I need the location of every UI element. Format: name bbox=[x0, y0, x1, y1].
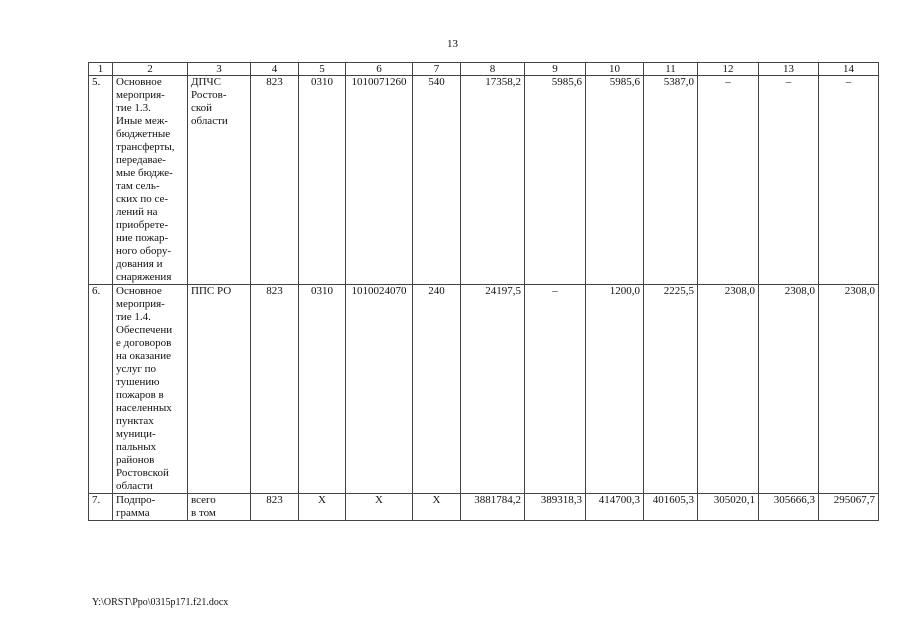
column-header: 4 bbox=[250, 62, 299, 76]
cell-vr: 240 bbox=[412, 284, 461, 494]
cell-y2016: 401605,3 bbox=[643, 493, 698, 521]
budget-table: 1 2 3 4 5 6 7 8 9 10 11 12 13 14 5. Основное мероприя-… bbox=[88, 62, 879, 521]
cell-rzpr: 0310 bbox=[298, 284, 346, 494]
cell-y2018: – bbox=[758, 75, 819, 285]
page-number: 13 bbox=[447, 38, 458, 50]
column-header: 1 bbox=[88, 62, 113, 76]
cell-y2017: 305020,1 bbox=[697, 493, 759, 521]
cell-rzpr: 0310 bbox=[298, 75, 346, 285]
cell-csr: 1010024070 bbox=[345, 284, 413, 494]
cell-executor: ППС РО bbox=[187, 284, 251, 494]
column-header: 5 bbox=[298, 62, 346, 76]
table-row: 5. Основное мероприя- тие 1.3. Иные меж- … bbox=[88, 75, 879, 285]
header-row: 1 2 3 4 5 6 7 8 9 10 11 12 13 14 bbox=[88, 62, 879, 76]
cell-executor: всего в том bbox=[187, 493, 251, 521]
cell-y2014: 389318,3 bbox=[524, 493, 586, 521]
cell-rzpr: Х bbox=[298, 493, 346, 521]
cell-y2018: 305666,3 bbox=[758, 493, 819, 521]
cell-y2015: 5985,6 bbox=[585, 75, 644, 285]
column-header: 13 bbox=[758, 62, 819, 76]
table-row: 6. Основное мероприя- тие 1.4. Обеспечени… bbox=[88, 284, 879, 494]
column-header: 9 bbox=[524, 62, 586, 76]
cell-total: 17358,2 bbox=[460, 75, 525, 285]
cell-y2016: 2225,5 bbox=[643, 284, 698, 494]
cell-grbs: 823 bbox=[250, 493, 299, 521]
cell-y2016: 5387,0 bbox=[643, 75, 698, 285]
cell-y2015: 414700,3 bbox=[585, 493, 644, 521]
cell-name: Основное мероприя- тие 1.4. Обеспечени е… bbox=[112, 284, 188, 494]
cell-grbs: 823 bbox=[250, 75, 299, 285]
cell-no: 6. bbox=[88, 284, 113, 494]
column-header: 3 bbox=[187, 62, 251, 76]
cell-csr: Х bbox=[345, 493, 413, 521]
cell-no: 5. bbox=[88, 75, 113, 285]
cell-y2014: 5985,6 bbox=[524, 75, 586, 285]
cell-name: Подпро- грамма bbox=[112, 493, 188, 521]
cell-y2019: 295067,7 bbox=[818, 493, 879, 521]
cell-total: 3881784,2 bbox=[460, 493, 525, 521]
cell-y2014: – bbox=[524, 284, 586, 494]
cell-executor: ДПЧС Ростов- ской области bbox=[187, 75, 251, 285]
cell-vr: Х bbox=[412, 493, 461, 521]
footer-file-path: Y:\ORST\Ppo\0315p171.f21.docx bbox=[92, 597, 229, 608]
column-header: 10 bbox=[585, 62, 644, 76]
cell-vr: 540 bbox=[412, 75, 461, 285]
table-row: 7. Подпро- грамма всего в том 823 Х Х Х 3881784… bbox=[88, 493, 879, 521]
cell-grbs: 823 bbox=[250, 284, 299, 494]
column-header: 14 bbox=[818, 62, 879, 76]
column-header: 6 bbox=[345, 62, 413, 76]
cell-y2018: 2308,0 bbox=[758, 284, 819, 494]
column-header: 12 bbox=[697, 62, 759, 76]
column-header: 2 bbox=[112, 62, 188, 76]
column-header: 7 bbox=[412, 62, 461, 76]
cell-total: 24197,5 bbox=[460, 284, 525, 494]
cell-y2015: 1200,0 bbox=[585, 284, 644, 494]
cell-name: Основное мероприя- тие 1.3. Иные меж- бю… bbox=[112, 75, 188, 285]
column-header: 11 bbox=[643, 62, 698, 76]
cell-no: 7. bbox=[88, 493, 113, 521]
cell-y2019: – bbox=[818, 75, 879, 285]
cell-y2017: – bbox=[697, 75, 759, 285]
cell-y2017: 2308,0 bbox=[697, 284, 759, 494]
cell-csr: 1010071260 bbox=[345, 75, 413, 285]
cell-y2019: 2308,0 bbox=[818, 284, 879, 494]
column-header: 8 bbox=[460, 62, 525, 76]
